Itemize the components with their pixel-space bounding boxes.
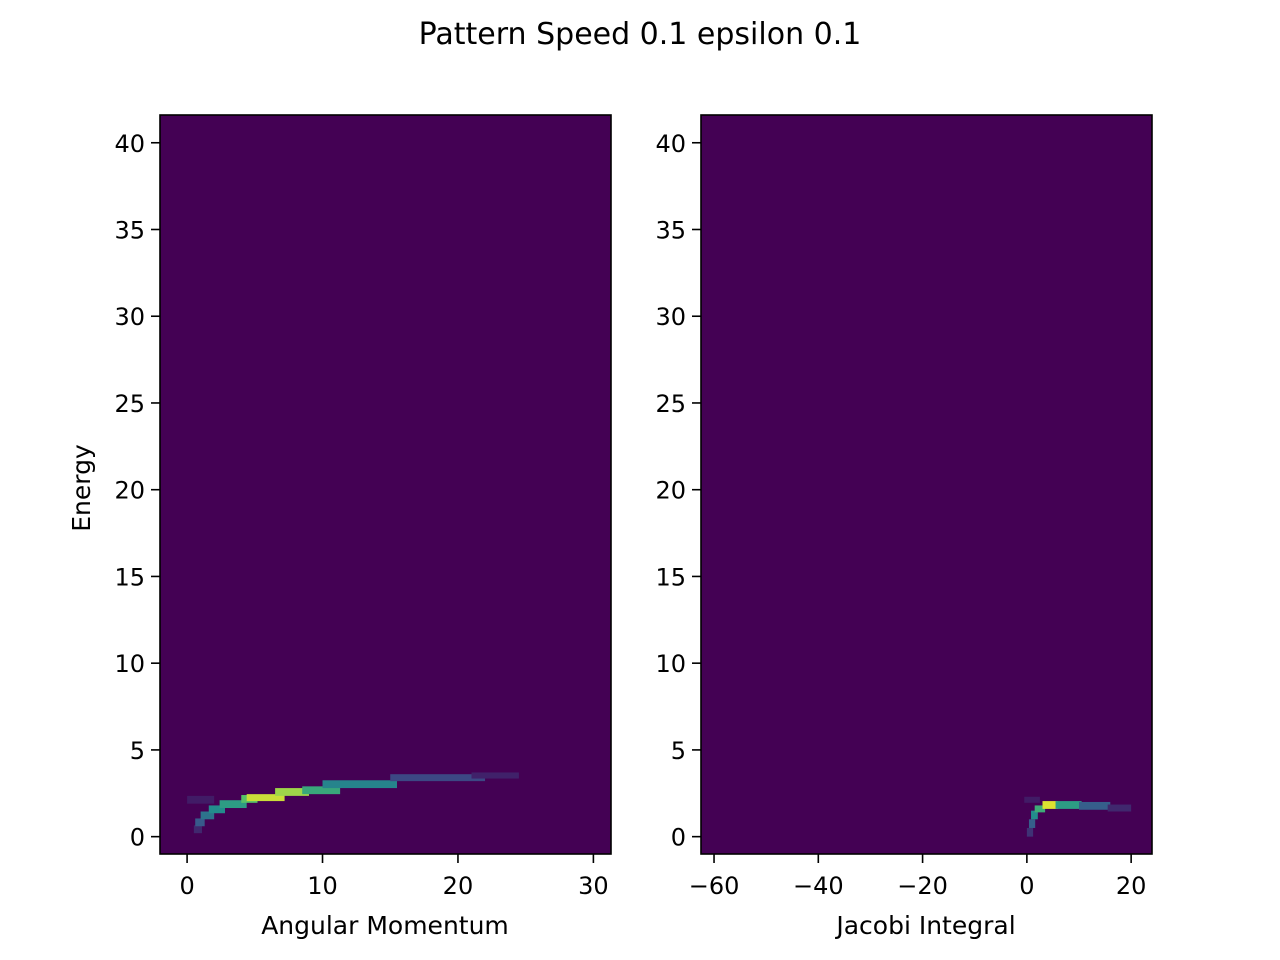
right-heatmap-cell (1028, 819, 1036, 828)
left-y-tick-label: 20 (114, 477, 145, 505)
right-heatmap-cell (1026, 827, 1034, 837)
right-heatmap-cell (1079, 801, 1111, 810)
left-y-tick-label: 30 (114, 303, 145, 331)
right-y-tick-label: 40 (655, 130, 686, 158)
figure-title: Pattern Speed 0.1 epsilon 0.1 (419, 17, 862, 52)
right-y-tick-label: 0 (671, 824, 686, 852)
right-y-tick-label: 30 (655, 303, 686, 331)
right-heatmap-cell (1031, 810, 1038, 820)
right-y-tick-label: 35 (655, 216, 686, 244)
left-y-tick-label: 40 (114, 130, 145, 158)
left-heatmap-cell (187, 795, 215, 804)
right-heatmap-cell (1107, 804, 1132, 812)
right-heatmap-cell (1024, 796, 1040, 803)
left-y-tick-label: 25 (114, 390, 145, 418)
left-heatmap-cell (195, 818, 205, 827)
right-heatmap-cell (1034, 805, 1046, 813)
right-x-tick-label: −60 (689, 872, 740, 900)
right-y-tick-label: 15 (655, 563, 686, 591)
left-y-tick-label: 15 (114, 563, 145, 591)
right-x-axis-label: Jacobi Integral (834, 911, 1015, 940)
left-heatmap-cell (246, 794, 285, 802)
right-heatmap-cell (1055, 801, 1082, 809)
right-heatmap-panel: −60 −40 −20 0 20 0 5 10 15 20 25 30 35 40 Jacobi Int… (655, 114, 1153, 940)
left-plot-frame (159, 114, 612, 855)
left-heatmap-cell (200, 811, 215, 820)
left-y-tick-label: 5 (130, 737, 145, 765)
left-x-tick-label: 10 (307, 872, 338, 900)
left-y-tick-label: 10 (114, 650, 145, 678)
right-heatmap-cell (1042, 801, 1059, 809)
right-x-tick-label: −20 (897, 872, 948, 900)
right-y-tick-label: 20 (655, 477, 686, 505)
left-plot-area (160, 115, 611, 854)
right-plot-frame (700, 114, 1153, 855)
right-y-tick-label: 5 (671, 737, 686, 765)
left-x-tick-label: 30 (578, 872, 609, 900)
left-heatmap-cell (193, 825, 202, 834)
left-y-tick-label: 35 (114, 216, 145, 244)
right-y-tick-label: 10 (655, 650, 686, 678)
left-heatmap-cell (302, 786, 341, 795)
right-x-tick-label: 20 (1116, 872, 1147, 900)
left-heatmap-panel: 0 10 20 30 0 5 10 15 20 25 30 35 40 Angular Momentu… (67, 114, 612, 940)
left-y-axis-label: Energy (67, 444, 96, 532)
right-x-tick-label: −40 (793, 872, 844, 900)
left-heatmap-cell (275, 788, 309, 796)
left-x-tick-label: 20 (443, 872, 474, 900)
right-x-tick-label: 0 (1019, 872, 1034, 900)
right-plot-area (701, 115, 1152, 854)
left-heatmap-cell (390, 774, 486, 782)
left-heatmap-cell (219, 800, 247, 809)
left-x-axis-label: Angular Momentum (261, 911, 509, 940)
left-heatmap-cell (322, 780, 398, 789)
left-x-tick-label: 0 (179, 872, 194, 900)
right-y-tick-label: 25 (655, 390, 686, 418)
left-y-tick-label: 0 (130, 824, 145, 852)
left-heatmap-cell (208, 805, 226, 814)
left-heatmap-cell (471, 772, 519, 779)
